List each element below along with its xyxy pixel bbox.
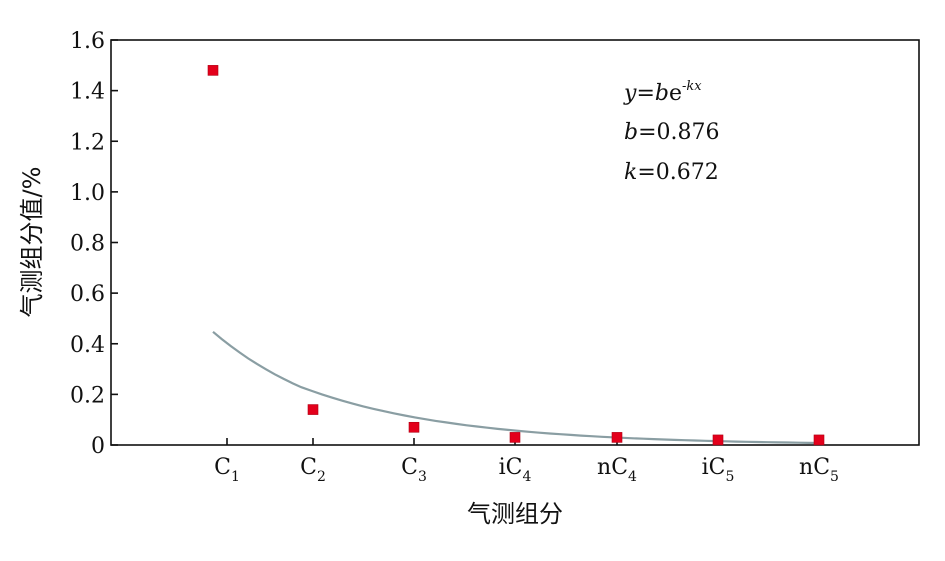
b-value: =0.876 — [638, 120, 719, 145]
equation-annotation: y=be-kx b=0.876 k=0.672 — [623, 79, 720, 185]
x-tick-label: C1 — [214, 455, 240, 485]
b-var: b — [624, 120, 638, 145]
y-tick-label: 0.4 — [70, 333, 105, 358]
y-tick-label: 1.4 — [70, 80, 105, 105]
y-tick-label: 0 — [91, 434, 105, 459]
data-points — [207, 65, 825, 446]
data-point — [509, 432, 521, 443]
x-tick-label: iC4 — [499, 455, 532, 485]
data-point — [813, 434, 825, 446]
x-tick-label: nC4 — [597, 455, 637, 485]
equation-exponent: -kx — [682, 79, 702, 94]
equation-y: y — [623, 81, 637, 106]
equation-line: y=be-kx — [623, 79, 702, 106]
x-tick-label: C2 — [300, 455, 326, 485]
y-tick-label: 1.2 — [70, 130, 105, 155]
b-value-line: b=0.876 — [624, 120, 720, 145]
y-tick-label: 0.2 — [70, 383, 105, 408]
data-point — [307, 404, 319, 415]
data-point — [712, 434, 724, 446]
y-tick-label: 1.6 — [70, 29, 105, 54]
k-value-line: k=0.672 — [624, 160, 719, 185]
data-point — [611, 432, 623, 443]
equation-b: b — [655, 81, 669, 106]
x-tick-label: iC5 — [702, 455, 735, 485]
k-var: k — [624, 160, 637, 185]
plot-frame — [110, 39, 920, 446]
equation-equals: = — [636, 81, 654, 106]
data-point — [408, 421, 420, 433]
y-axis: 0 0.2 0.4 0.6 0.8 1.0 1.2 1.4 1.6 — [70, 29, 118, 459]
fit-curve — [212, 330, 820, 445]
y-tick-label: 1.0 — [70, 181, 105, 206]
data-point — [207, 65, 219, 76]
x-tick-label: nC5 — [799, 455, 839, 485]
x-axis: C1 C2 C3 iC4 nC4 iC5 nC5 — [214, 438, 839, 485]
y-axis-title: 气测组分值/% — [18, 167, 46, 318]
x-axis-title: 气测组分 — [467, 500, 563, 528]
k-value: =0.672 — [637, 160, 718, 185]
y-tick-label: 0.6 — [70, 282, 105, 307]
equation-e: e — [669, 81, 682, 106]
x-tick-label: C3 — [401, 455, 427, 485]
y-tick-label: 0.8 — [70, 232, 105, 257]
